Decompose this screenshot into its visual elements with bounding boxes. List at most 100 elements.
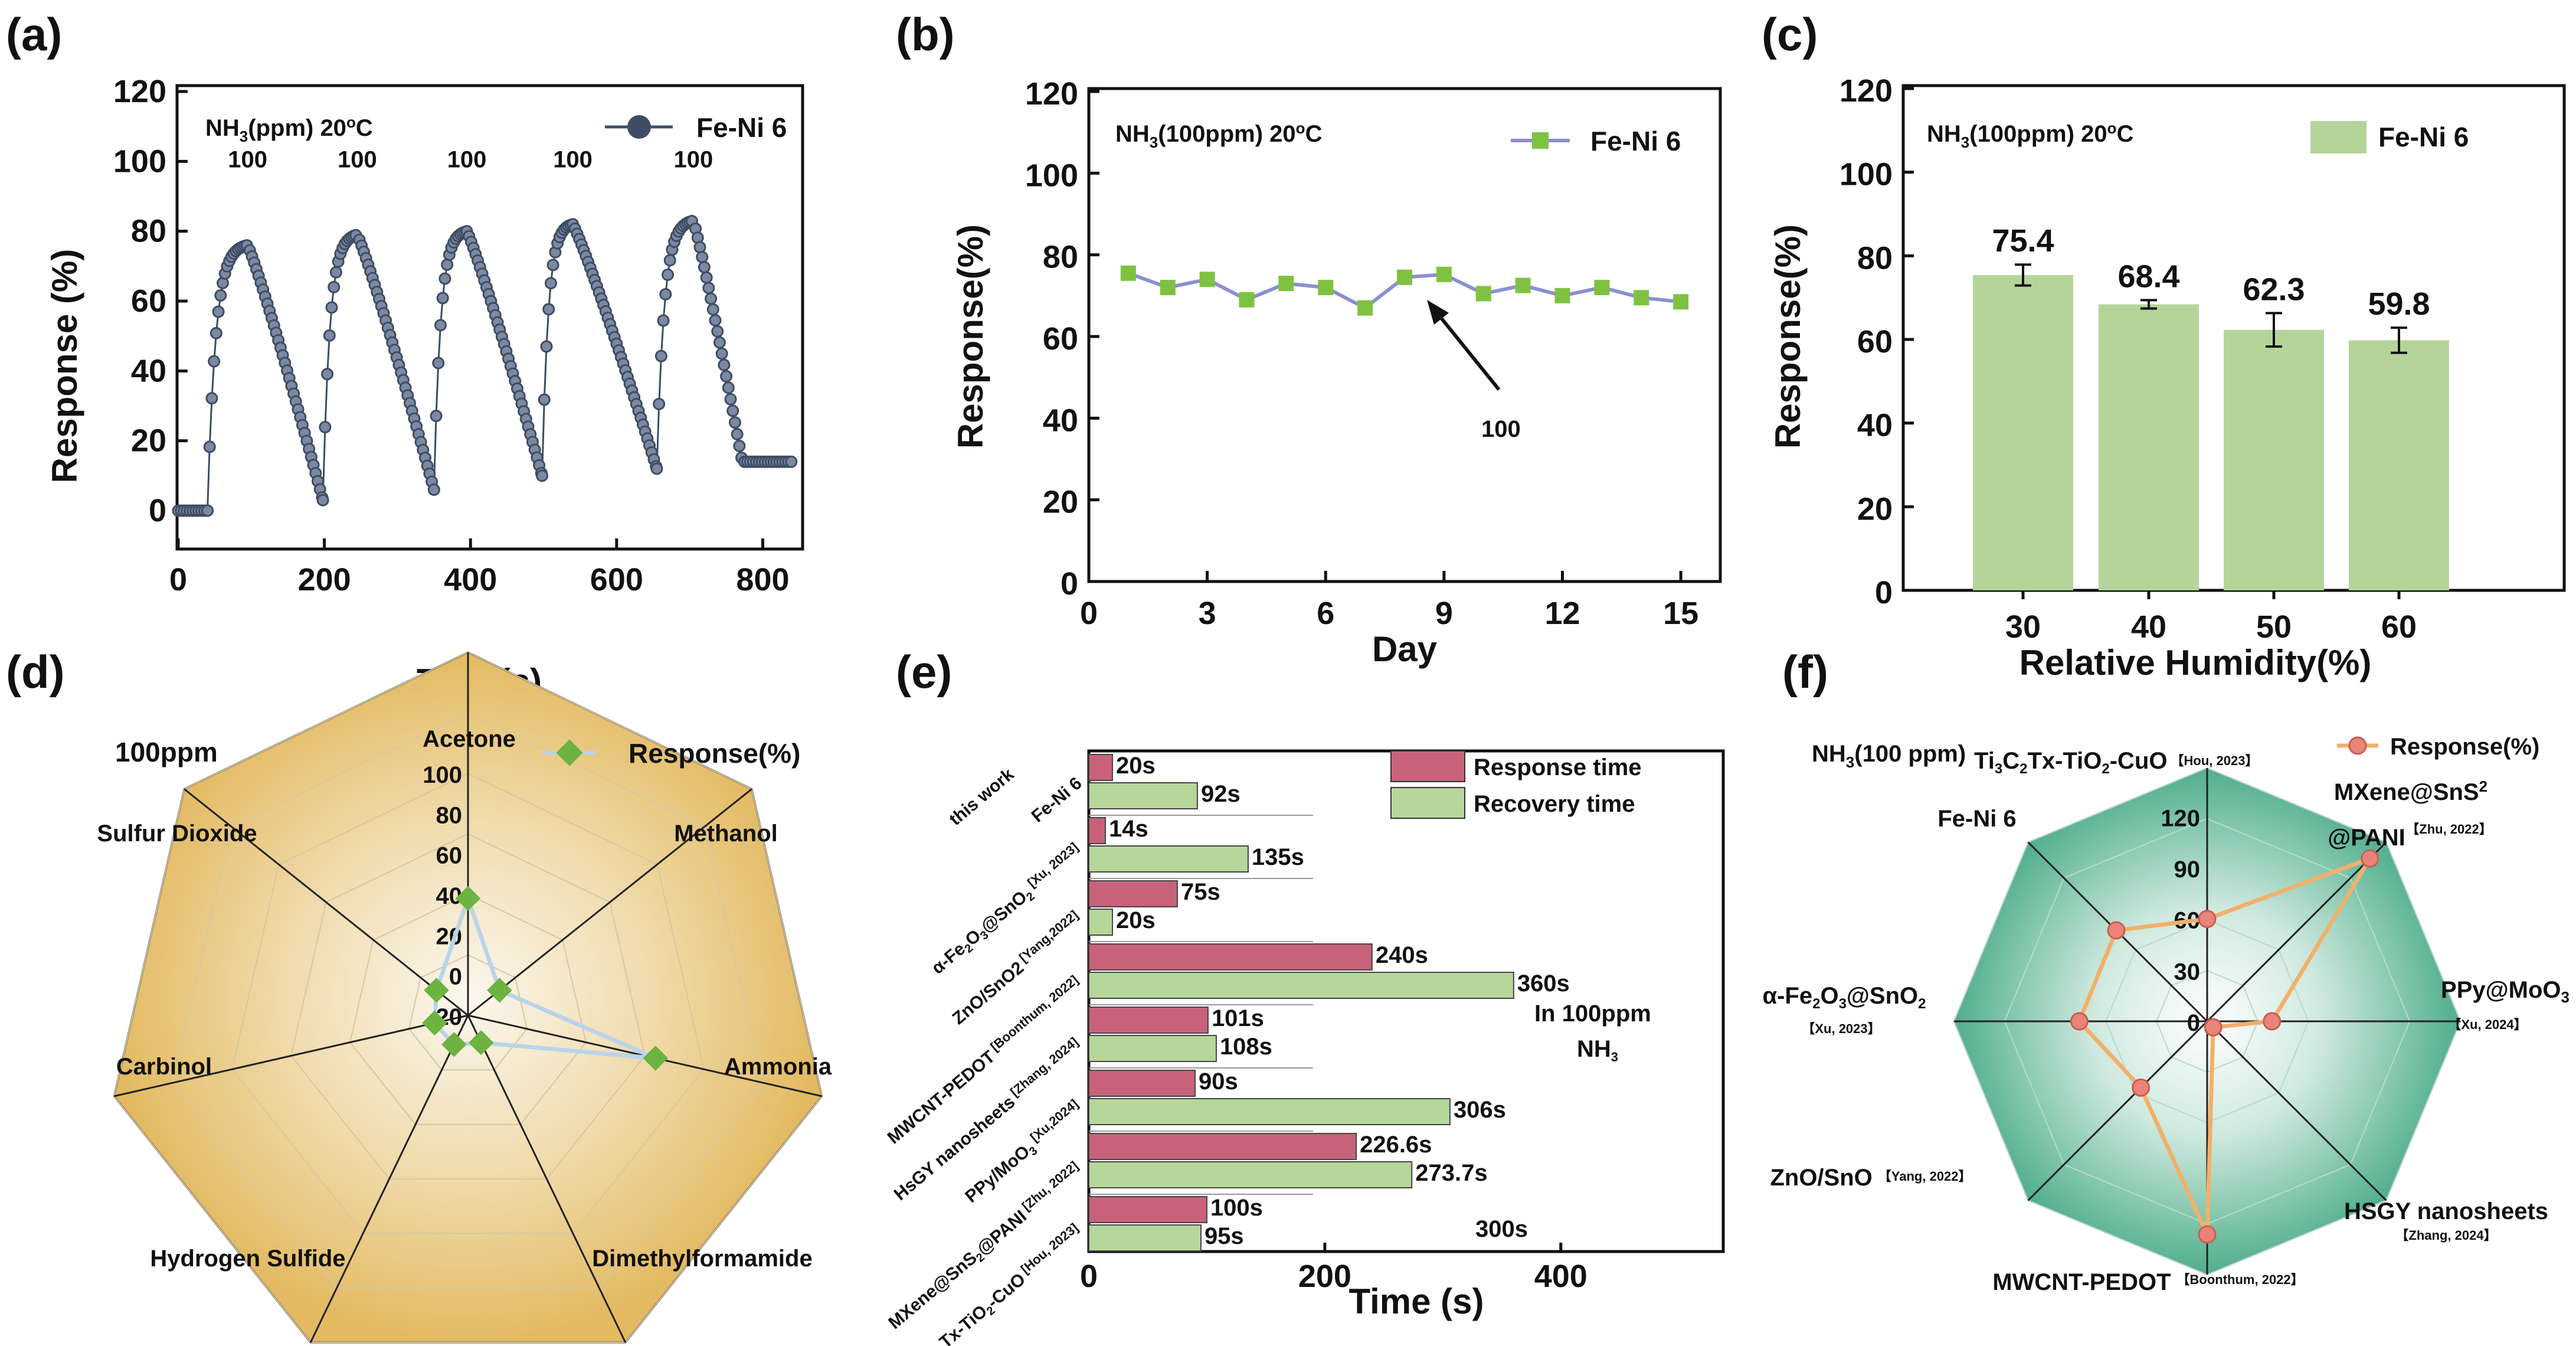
panel-e-recovery-bar (1088, 1224, 1202, 1252)
panel-a-data-point (212, 305, 225, 318)
panel-a-data-point (657, 314, 670, 327)
panel-c-ytick-label: 80 (1857, 240, 1893, 276)
panel-f-data-point (2204, 1018, 2223, 1037)
panel-d-label: (d) (6, 646, 65, 698)
panel-d-spoke (184, 788, 469, 1017)
panel-d-grid-ring (290, 833, 646, 1180)
panel-c-value-label: 59.8 (2368, 286, 2430, 322)
panel-b-data-point (1160, 280, 1176, 295)
panel-b-legend-label: Fe-Ni 6 (1590, 126, 1681, 156)
panel-a-data-point (214, 289, 227, 302)
panel-e-recovery-label: 135s (1252, 844, 1304, 870)
panel-a-xtick-label: 400 (444, 562, 497, 597)
panel-e-recovery-bar (1088, 782, 1198, 809)
panel-c-ytick-label: 100 (1839, 157, 1893, 192)
panel-a-data-point (542, 303, 555, 316)
panel-d-legend-marker (556, 739, 583, 766)
panel-b-xtick-label: 12 (1544, 596, 1580, 631)
panel-d-grid-ring (349, 893, 587, 1125)
panel-c-bar (2224, 329, 2324, 590)
panel-c-xtick-label: 50 (2256, 609, 2292, 645)
panel-d-axis-sulfur: Sulfur Dioxide (97, 821, 257, 847)
panel-a-data-point (538, 393, 551, 406)
panel-a-cycle-label: 100 (338, 146, 377, 172)
panel-a-data-point (436, 292, 449, 305)
panel-b-arrow-head (1427, 300, 1449, 325)
panel-b-legend-marker (1532, 132, 1549, 149)
panel-c-title: NH3(100ppm) 20oC (1927, 119, 2133, 151)
panel-e-recovery-label: 273.7s (1415, 1160, 1487, 1186)
panel-e-response-bar (1088, 1007, 1209, 1034)
panel-a-data-point (432, 357, 445, 370)
panel-b-ytick-label: 60 (1043, 321, 1078, 357)
panel-b-data-point (1357, 300, 1373, 316)
panel-e-annotation-line1: In 100ppm (1534, 1001, 1651, 1027)
panel-b-data-point (1634, 290, 1649, 306)
panel-b-frame (1087, 87, 1722, 583)
panel-c-ytick-label: 0 (1875, 575, 1893, 610)
panel-b-xtick-label: 3 (1199, 596, 1216, 631)
panel-c-xtick-label: 60 (2381, 609, 2417, 645)
panel-e-recovery-bar (1088, 1098, 1451, 1125)
panel-a-label: (a) (6, 8, 62, 60)
panel-b-data-point (1673, 294, 1689, 310)
panel-d-rtick-label: 80 (436, 802, 463, 828)
panel-e-recovery-bar (1088, 972, 1514, 999)
panel-e-response-label: 14s (1109, 816, 1148, 842)
panel-f-data-point (2070, 1012, 2089, 1031)
panel-a-legend-marker (627, 115, 651, 139)
panel-e-cat-0a: this work (945, 765, 1017, 829)
panel-e-legend-recovery: Recovery time (1474, 791, 1635, 817)
panel-b-data-point (1239, 292, 1255, 308)
panel-c-xtick-label: 30 (2005, 609, 2041, 645)
panel-f-axis-mwcnt: MWCNT-PEDOT 【Boonthum, 2022】 (1992, 1269, 2303, 1295)
panel-c-value-label: 62.3 (2243, 272, 2305, 307)
panel-c-xtick-label: 40 (2131, 609, 2166, 645)
panel-a-data-point (711, 325, 724, 338)
panel-b-ylabel: Response(%) (951, 224, 990, 449)
panel-c-legend-swatch (2310, 121, 2366, 153)
panel-b-ytick-label: 100 (1025, 158, 1078, 193)
panel-a-data-point (663, 254, 676, 267)
panel-e-legend-recovery-swatch (1390, 787, 1465, 819)
panel-e-legend-response: Response time (1474, 754, 1642, 780)
panel-a-ytick-label: 80 (131, 214, 166, 249)
panel-a-data-point (438, 272, 451, 285)
panel-f-rtick-label: 30 (2174, 959, 2201, 985)
panel-d-data-point (487, 978, 512, 1003)
panel-e-recovery-label: 20s (1116, 907, 1156, 933)
panel-e-recovery-bar (1088, 1035, 1217, 1062)
panel-f-spoke (2027, 1020, 2208, 1201)
panel-b-xtick-label: 0 (1080, 596, 1098, 631)
panel-a-ytick-label: 120 (113, 74, 166, 109)
panel-a-data-point (693, 241, 706, 254)
panel-b-data-point (1436, 266, 1452, 282)
panel-c-ylabel: Response(%) (1768, 224, 1808, 449)
panel-a-data-point (329, 266, 342, 279)
panel-e-cat-2: ZnO/SnO2[Yang,2022] (947, 907, 1085, 1028)
panel-c-xlabel: Relative Humidity(%) (2019, 643, 2372, 682)
panel-b-data-point (1199, 272, 1215, 288)
panel-a-data-point (441, 258, 454, 271)
panel-b-ytick-label: 120 (1025, 76, 1078, 112)
panel-e-cat-0b: Fe-Ni 6 (1028, 773, 1086, 826)
panel-e-annotation-line2: NH3 (1577, 1036, 1618, 1064)
panel-a-data-point (328, 280, 341, 293)
panel-b-ytick-label: 0 (1060, 566, 1078, 602)
panel-a-data-point (208, 355, 221, 368)
panel-b-data-point (1554, 288, 1570, 303)
panel-a-ytick-label: 20 (131, 423, 166, 459)
panel-a-xtick-label: 800 (736, 562, 789, 597)
panel-f-spoke (2206, 1020, 2387, 1201)
panel-e-recovery-bar (1088, 909, 1113, 936)
panel-e-response-bar (1088, 880, 1178, 907)
panel-a-title: NH3(ppm) 20oC (205, 113, 373, 145)
panel-e-cat-1: α-Fe2O3@SnO2[Xu, 2023] (927, 839, 1087, 980)
panel-e-response-label: 240s (1376, 942, 1428, 968)
panel-d-axis-ammonia: Ammonia (724, 1054, 832, 1080)
panel-c-ytick-label: 60 (1857, 324, 1893, 360)
panel-f-data-point (2198, 1225, 2217, 1244)
panel-b-data-point (1120, 265, 1136, 281)
panel-a-data-point (544, 277, 557, 290)
